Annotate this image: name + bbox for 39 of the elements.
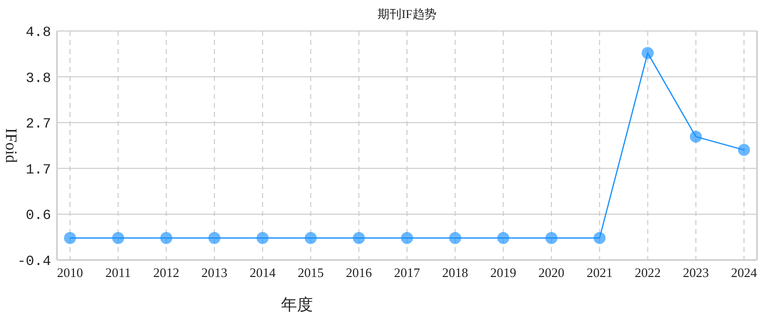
point <box>256 232 269 244</box>
x-tick-label: 2014 <box>250 265 276 280</box>
point <box>304 232 317 244</box>
y-tick-label: 4.8 <box>26 25 51 41</box>
y-tick-label: 1.7 <box>26 162 51 178</box>
x-tick-label: 2022 <box>634 265 661 280</box>
point <box>64 232 76 244</box>
x-tick-label: 2018 <box>442 265 468 280</box>
chart-title: 期刊IF趋势 <box>378 7 436 21</box>
point <box>594 232 606 244</box>
x-tick-label: 2011 <box>105 265 131 280</box>
y-tick-label: 3.8 <box>26 70 51 87</box>
x-tick-label: 2013 <box>201 265 228 280</box>
point <box>690 130 702 143</box>
x-tick-label: 2023 <box>682 265 709 280</box>
point <box>738 144 750 156</box>
point <box>208 232 220 244</box>
x-tick-label: 2021 <box>586 265 613 280</box>
x-tick-label: 2024 <box>731 265 758 280</box>
point <box>449 232 462 244</box>
point <box>160 232 172 244</box>
x-tick-label: 2016 <box>346 265 372 280</box>
y-tick-label: -0.4 <box>17 254 51 270</box>
y-axis-title: IFoid <box>2 128 19 163</box>
y-tick-label: 2.7 <box>26 116 51 133</box>
point <box>401 232 413 244</box>
x-axis-title: 年度 <box>281 296 313 314</box>
point <box>352 232 365 244</box>
y-tick-label: 0.6 <box>26 208 51 224</box>
x-tick-label: 2019 <box>490 265 516 280</box>
point <box>642 47 654 60</box>
point <box>545 232 558 244</box>
x-tick-label: 2012 <box>153 265 180 280</box>
point <box>112 232 124 244</box>
x-tick-label: 2010 <box>57 265 83 280</box>
x-tick-label: 2015 <box>298 265 324 280</box>
x-tick-label: 2017 <box>394 265 420 280</box>
x-tick-label: 2020 <box>538 265 564 280</box>
point <box>497 232 510 244</box>
